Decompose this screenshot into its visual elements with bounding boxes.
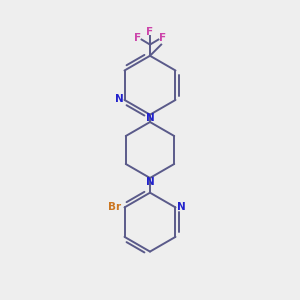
Text: N: N xyxy=(115,94,124,104)
Text: Br: Br xyxy=(108,202,121,212)
Text: N: N xyxy=(146,112,154,123)
Text: N: N xyxy=(177,202,186,212)
Text: F: F xyxy=(134,33,141,43)
Text: F: F xyxy=(159,33,166,43)
Text: N: N xyxy=(146,177,154,188)
Text: F: F xyxy=(146,27,154,37)
